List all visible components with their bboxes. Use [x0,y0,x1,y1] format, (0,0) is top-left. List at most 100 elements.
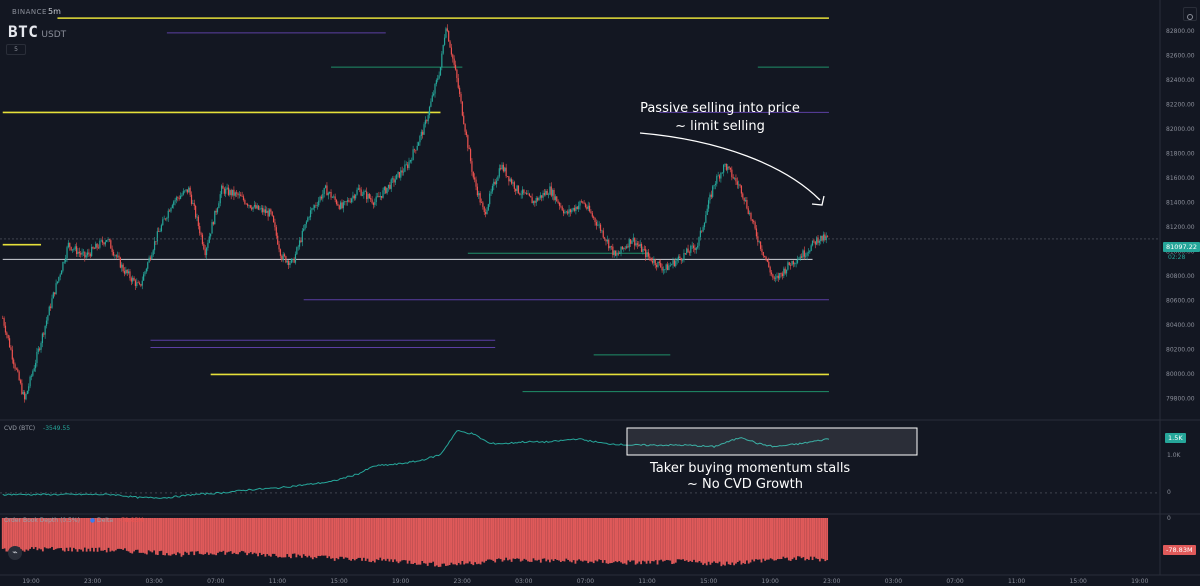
candle [635,243,636,245]
order-book-bar [430,518,432,563]
candle [114,255,115,256]
order-book-bar [212,518,214,554]
order-book-bar [314,518,316,557]
candle [220,194,221,203]
candle [165,219,166,220]
candle [682,260,683,261]
order-book-bar [310,518,312,557]
candle [399,172,400,178]
candle [77,252,78,254]
candle [429,107,430,115]
candle [567,211,568,213]
order-book-bar [334,518,336,561]
candle [575,207,576,211]
candle [407,165,408,169]
symbol-title[interactable]: BTC USDT [8,22,66,41]
order-book-bar [704,518,706,563]
order-book-bar [199,518,201,554]
candle [421,132,422,136]
candle [667,264,668,270]
order-book-bar [452,518,454,564]
order-book-bar [584,518,586,561]
order-book-bar [569,518,571,561]
candle [309,217,310,218]
order-book-bar [325,518,327,556]
candle [500,168,501,169]
order-book-bar [279,518,281,557]
order-book-bar [241,518,243,551]
candle [552,190,553,196]
candle [183,191,184,194]
order-book-bar [148,518,150,550]
candle [133,278,134,281]
candle [616,254,617,256]
candle [553,190,554,200]
order-book-bar [478,518,480,564]
order-book-bar [653,518,655,561]
order-book-bar [157,518,159,555]
order-book-bar [631,518,633,561]
candle [276,227,277,236]
candle [292,259,293,260]
candle [169,211,170,212]
candle [566,211,567,212]
order-book-bar [451,518,453,563]
order-book-bar [668,518,670,560]
candle [712,186,713,197]
order-book-bar [454,518,456,564]
candle [523,189,524,193]
order-book-bar [294,518,296,553]
candle [460,94,461,102]
order-book-bar [540,518,542,563]
order-book-bar [611,518,613,563]
candle [787,262,788,269]
candle [493,182,494,186]
candle [739,185,740,186]
candle [333,196,334,197]
candle [533,201,534,203]
indicator-chip[interactable]: 5 [6,44,26,55]
candle [555,196,556,200]
candle [422,132,423,135]
candle [341,202,342,208]
candle [663,269,664,270]
candle [363,192,364,195]
candle [191,195,192,204]
time-tick-label: 11:00 [269,578,286,585]
order-book-bar [737,518,739,562]
order-book-bar [720,518,722,566]
candle [358,188,359,189]
order-book-bar [640,518,642,564]
candle [408,162,409,169]
price-tick-label: 82200.00 [1166,101,1195,108]
order-book-bar [724,518,726,566]
timeframe-selector[interactable]: 5m [48,7,61,16]
settings-icon[interactable] [1183,7,1197,21]
candle [417,146,418,150]
candle [110,240,111,248]
order-book-bar [365,518,367,561]
candle [155,241,156,242]
candle [17,369,18,371]
candle [634,238,635,246]
candle [198,217,199,226]
candle [146,269,147,272]
candle [542,193,543,198]
order-book-bar [748,518,750,564]
order-book-bar [505,518,507,558]
candle [255,205,256,208]
order-book-bar [186,518,188,553]
order-book-bar [742,518,744,563]
order-book-bar [436,518,438,565]
order-book-bar [429,518,431,563]
candle [789,262,790,265]
order-book-bar [768,518,770,560]
order-book-bar [642,518,644,561]
time-tick-label: 15:00 [330,578,347,585]
order-book-bar [357,518,359,558]
candle [50,307,51,308]
price-tick-label: 82400.00 [1166,77,1195,84]
candle [697,246,698,248]
candle [756,228,757,236]
